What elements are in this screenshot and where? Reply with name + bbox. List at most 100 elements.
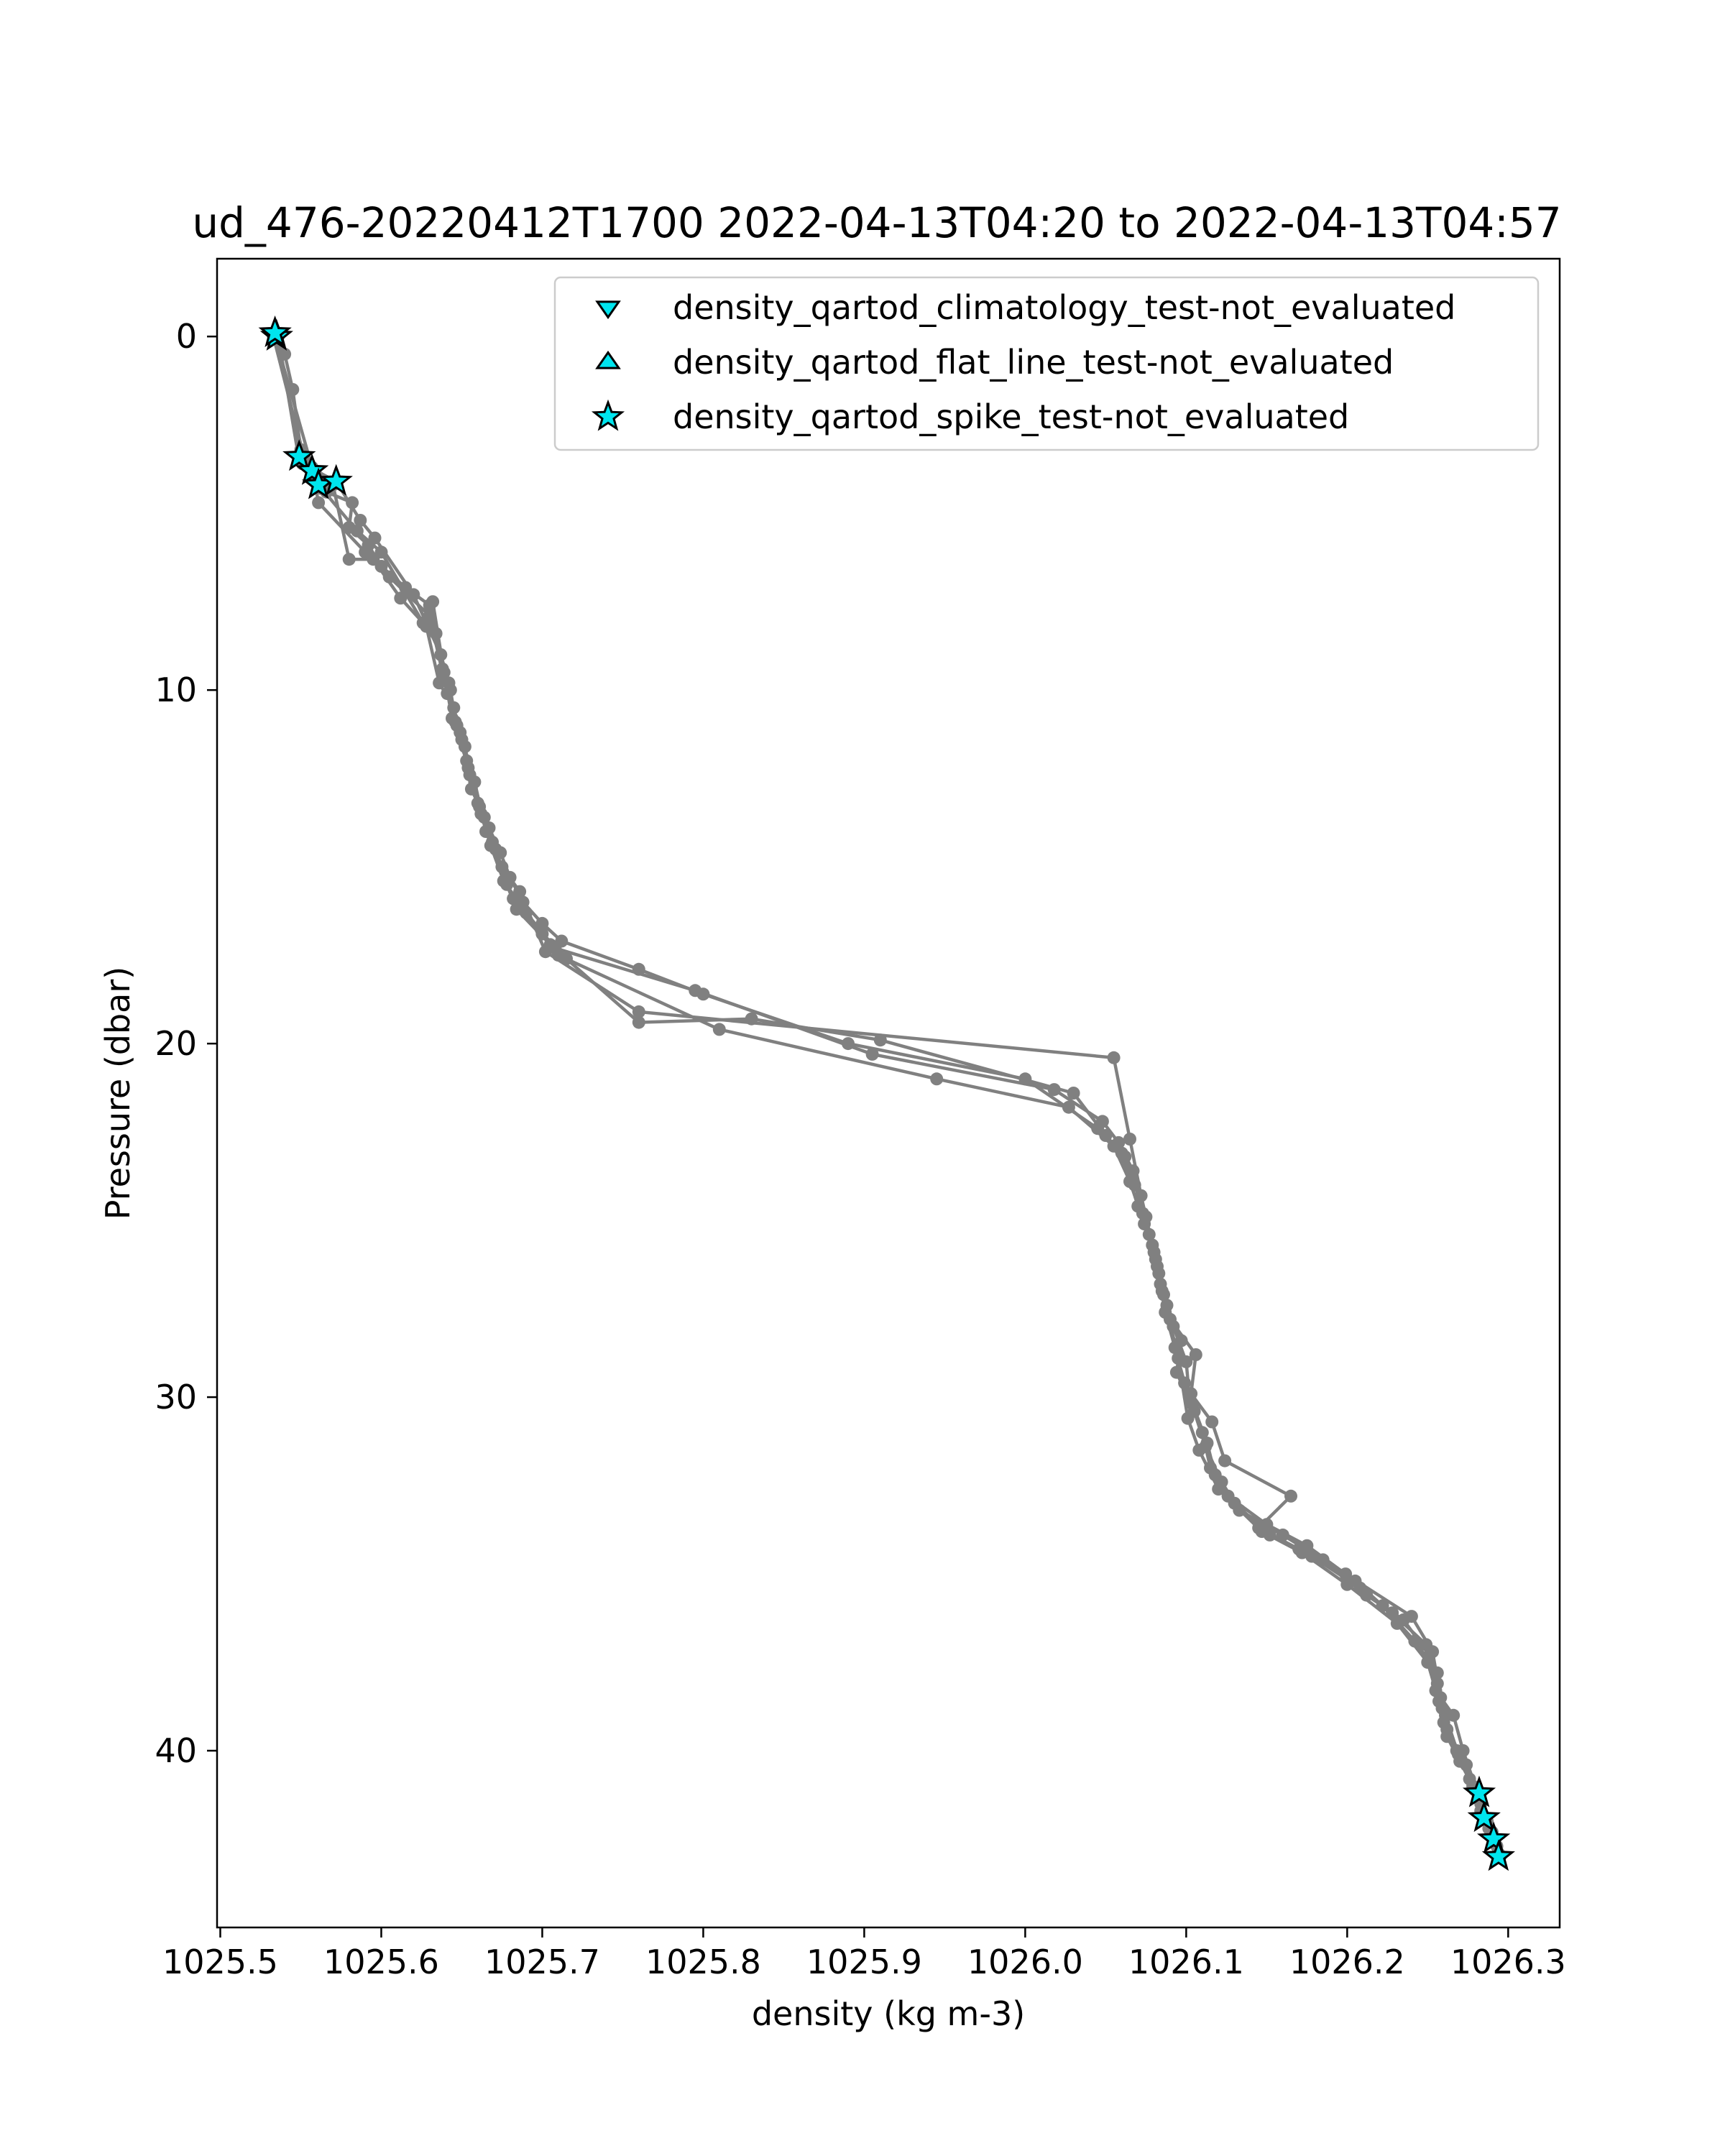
profile-point bbox=[689, 984, 702, 998]
profile-point bbox=[368, 531, 382, 545]
profile-points bbox=[267, 330, 1507, 1864]
profile-point bbox=[354, 514, 367, 527]
profile-point bbox=[1159, 1306, 1172, 1319]
y-tick-label: 20 bbox=[155, 1024, 197, 1063]
profile-point bbox=[461, 761, 475, 775]
profile-point bbox=[497, 874, 510, 888]
x-tick-label: 1025.5 bbox=[162, 1943, 278, 1981]
profile-point bbox=[1252, 1521, 1266, 1535]
profile-point bbox=[865, 1047, 879, 1061]
profile-point bbox=[1099, 1129, 1113, 1142]
legend-triangle-up-icon bbox=[595, 350, 621, 369]
profile-point bbox=[1136, 1207, 1149, 1220]
profile-point bbox=[548, 941, 562, 955]
profile-line bbox=[275, 334, 1501, 1855]
profile-point bbox=[1146, 1238, 1159, 1252]
star-flag-marker bbox=[258, 315, 292, 347]
y-tick-label: 10 bbox=[155, 671, 197, 709]
legend-frame bbox=[553, 276, 1540, 451]
x-tick-label: 1025.8 bbox=[645, 1943, 761, 1981]
profile-point bbox=[484, 839, 497, 852]
profile-point bbox=[434, 648, 448, 661]
profile-point bbox=[1340, 1577, 1354, 1591]
profile-point bbox=[350, 524, 364, 538]
profile-point bbox=[1430, 1677, 1444, 1690]
profile-point bbox=[1157, 1288, 1170, 1302]
profile-point bbox=[930, 1072, 944, 1086]
profile-point bbox=[342, 553, 356, 566]
profile-point bbox=[278, 347, 292, 361]
profile-point bbox=[1430, 1666, 1444, 1680]
x-tick-label: 1025.7 bbox=[484, 1943, 600, 1981]
profile-point bbox=[495, 860, 509, 874]
profile-point bbox=[1189, 1348, 1202, 1361]
profile-point bbox=[450, 719, 464, 732]
profile-point bbox=[712, 1023, 726, 1036]
profile-point bbox=[346, 496, 359, 510]
profile-point bbox=[1440, 1723, 1454, 1736]
profile-point bbox=[359, 545, 372, 559]
profile-point bbox=[520, 906, 533, 920]
profile-point bbox=[1263, 1528, 1276, 1542]
profile-line bbox=[272, 334, 1489, 1823]
x-tick-label: 1025.6 bbox=[323, 1943, 439, 1981]
profile-point bbox=[873, 1033, 887, 1047]
profile-point bbox=[1212, 1483, 1225, 1496]
profile-point bbox=[632, 1005, 645, 1018]
profile-point bbox=[1107, 1051, 1121, 1064]
profile-point bbox=[1126, 1164, 1140, 1178]
profile-point bbox=[1123, 1133, 1136, 1146]
legend-star-icon bbox=[591, 399, 625, 431]
profile-point bbox=[1434, 1691, 1448, 1705]
profile-line bbox=[273, 334, 1499, 1848]
chart-title: ud_476-20220412T1700 2022-04-13T04:20 to… bbox=[192, 198, 1561, 247]
profile-point bbox=[1386, 1606, 1399, 1620]
profile-point bbox=[538, 945, 552, 959]
x-tick-label: 1025.9 bbox=[806, 1943, 922, 1981]
qc-flag-markers bbox=[258, 315, 1515, 1871]
star-flag-marker bbox=[1462, 1775, 1496, 1807]
profile-point bbox=[394, 591, 408, 605]
profile-line bbox=[276, 334, 1494, 1834]
profile-point bbox=[429, 627, 443, 640]
profile-point bbox=[1316, 1553, 1330, 1567]
profile-point bbox=[447, 701, 461, 714]
x-axis-label: density (kg m-3) bbox=[752, 1994, 1025, 2033]
profile-point bbox=[1018, 1072, 1032, 1086]
profile-point bbox=[1067, 1087, 1080, 1100]
profile-point bbox=[1339, 1567, 1353, 1581]
x-tick-label: 1026.0 bbox=[967, 1943, 1083, 1981]
legend: density_qartod_climatology_test-not_eval… bbox=[553, 276, 1540, 451]
profile-point bbox=[1112, 1135, 1126, 1149]
profile-point bbox=[632, 1015, 645, 1029]
profile-point bbox=[468, 775, 482, 789]
star-flag-marker bbox=[1477, 1821, 1511, 1853]
x-tick-label: 1026.2 bbox=[1289, 1943, 1405, 1981]
profile-point bbox=[1169, 1365, 1183, 1379]
profile-point bbox=[1062, 1100, 1075, 1114]
profile-point bbox=[535, 916, 549, 930]
profile-point bbox=[1138, 1217, 1151, 1230]
profile-point bbox=[426, 595, 440, 609]
profile-point bbox=[1123, 1175, 1136, 1188]
star-flag-marker bbox=[1467, 1800, 1501, 1833]
profile-point bbox=[286, 383, 300, 396]
y-tick-label: 40 bbox=[155, 1731, 197, 1770]
legend-entries: density_qartod_climatology_test-not_eval… bbox=[591, 288, 1455, 436]
profile-point bbox=[1172, 1352, 1185, 1365]
profile-point bbox=[1205, 1415, 1219, 1429]
profile-point bbox=[1420, 1638, 1433, 1651]
x-tick-label: 1026.1 bbox=[1128, 1943, 1244, 1981]
plot-area-frame bbox=[216, 257, 1561, 1929]
y-tick-label: 0 bbox=[176, 317, 197, 356]
profile-point bbox=[1460, 1758, 1473, 1772]
profile-point bbox=[1305, 1549, 1319, 1563]
profile-point bbox=[382, 570, 396, 584]
profile-point bbox=[416, 616, 430, 630]
y-axis-ticks: 0 10 20 30 40 bbox=[155, 317, 217, 1770]
profile-point bbox=[1218, 1454, 1232, 1468]
x-tick-label: 1026.3 bbox=[1450, 1943, 1566, 1981]
profile-lines bbox=[272, 334, 1502, 1858]
x-axis-ticks: 1025.5 1025.6 1025.7 1025.8 1025.9 1026.0 1026… bbox=[162, 1927, 1566, 1981]
